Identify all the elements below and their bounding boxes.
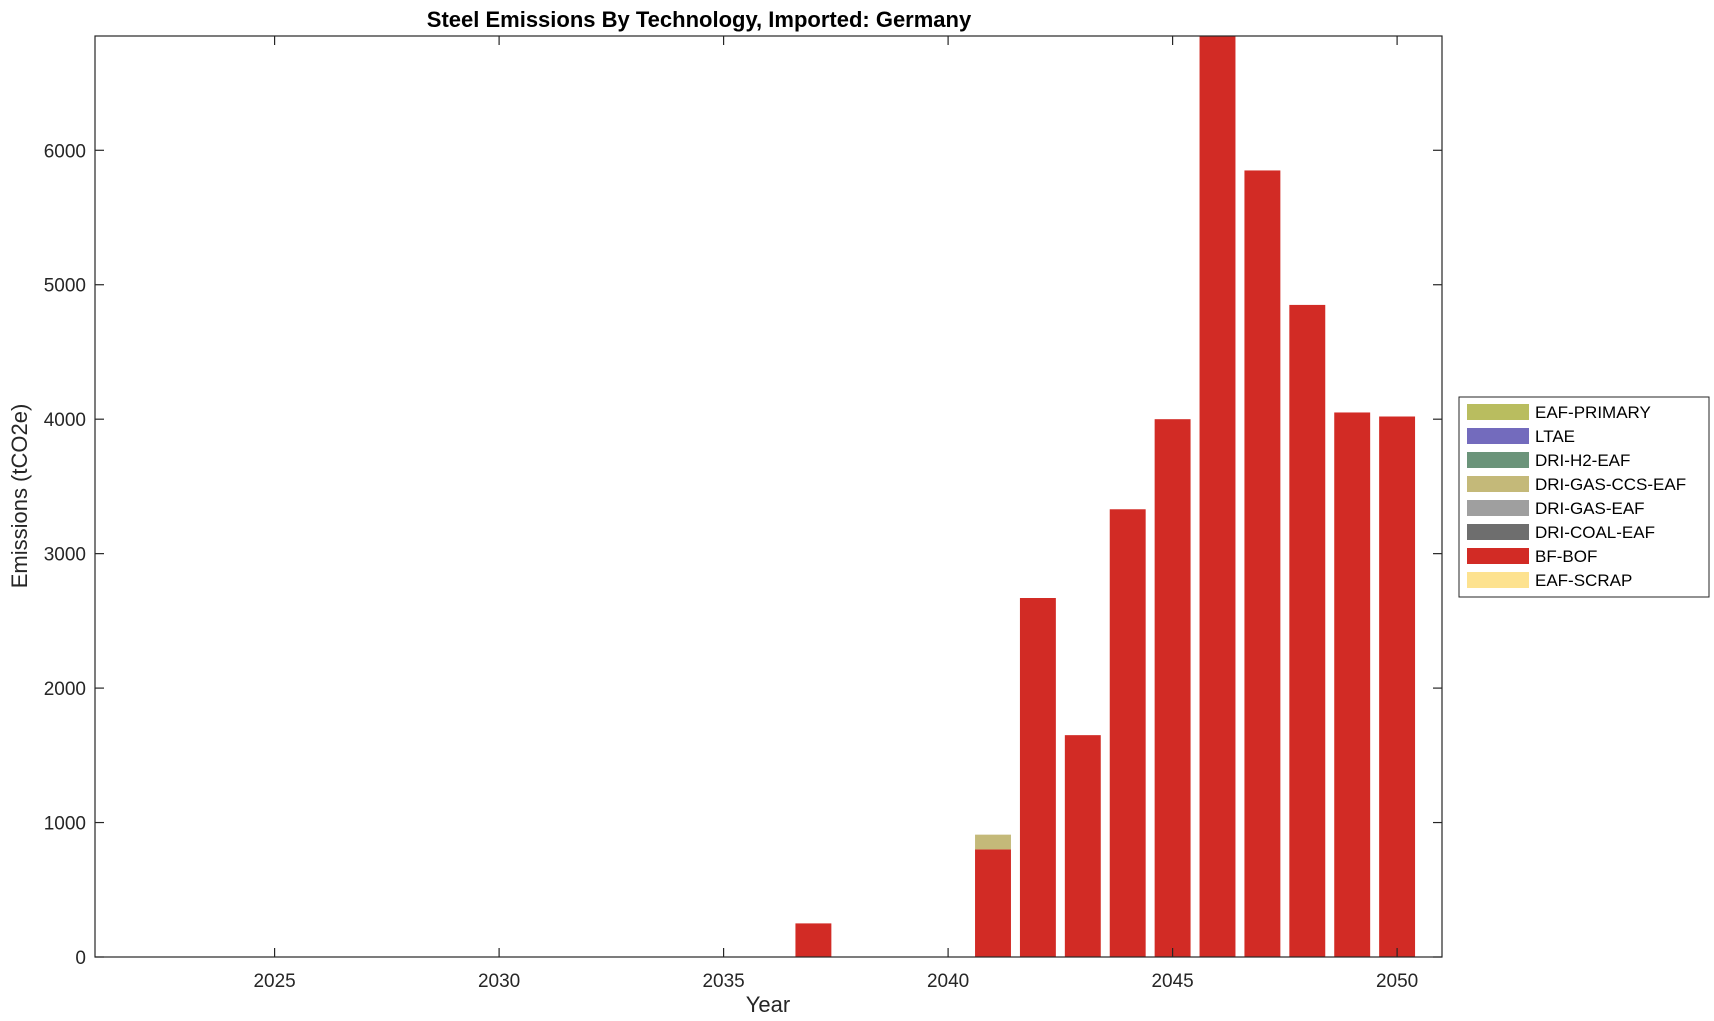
legend-swatch-eaf-primary bbox=[1467, 404, 1529, 420]
x-axis-label: Year bbox=[746, 992, 790, 1017]
bar-bf-bof-2048 bbox=[1289, 305, 1325, 957]
y-tick-label-6000: 6000 bbox=[44, 141, 86, 162]
bar-dri-gas-ccs-eaf-2041 bbox=[975, 835, 1011, 850]
x-tick-label-2030: 2030 bbox=[478, 971, 520, 992]
legend-label-ltae: LTAE bbox=[1535, 427, 1575, 446]
bar-bf-bof-2044 bbox=[1110, 509, 1146, 957]
legend-box bbox=[1459, 397, 1709, 597]
y-axis-label: Emissions (tCO2e) bbox=[7, 404, 32, 589]
bar-bf-bof-2049 bbox=[1334, 412, 1370, 957]
legend: EAF-PRIMARY LTAE DRI-H2-EAF DRI-GAS-CCS-EAF… bbox=[1459, 397, 1709, 597]
bars-group bbox=[795, 36, 1415, 957]
legend-swatch-bf-bof bbox=[1467, 548, 1529, 564]
y-tick-label-3000: 3000 bbox=[44, 545, 86, 566]
y-tick-label-5000: 5000 bbox=[44, 276, 86, 297]
x-tick-label-2040: 2040 bbox=[927, 971, 969, 992]
bar-bf-bof-2047 bbox=[1244, 170, 1280, 957]
plot-frame bbox=[95, 36, 1442, 957]
legend-swatch-dri-coal-eaf bbox=[1467, 524, 1529, 540]
bar-bf-bof-2037 bbox=[795, 923, 831, 957]
x-tick-label-2045: 2045 bbox=[1151, 971, 1193, 992]
legend-swatch-dri-gas-eaf bbox=[1467, 500, 1529, 516]
x-tick-label-2025: 2025 bbox=[253, 971, 295, 992]
bar-bf-bof-2046 bbox=[1200, 36, 1236, 957]
legend-label-dri-gas-ccs-eaf: DRI-GAS-CCS-EAF bbox=[1535, 475, 1686, 494]
legend-swatch-ltae bbox=[1467, 428, 1529, 444]
y-tick-label-4000: 4000 bbox=[44, 410, 86, 431]
bar-bf-bof-2041 bbox=[975, 849, 1011, 957]
bar-bf-bof-2042 bbox=[1020, 598, 1056, 957]
x-tick-label-2050: 2050 bbox=[1376, 971, 1418, 992]
bar-bf-bof-2050 bbox=[1379, 417, 1415, 958]
y-tick-label-0: 0 bbox=[75, 948, 86, 969]
chart-title: Steel Emissions By Technology, Imported:… bbox=[427, 7, 972, 32]
bar-bf-bof-2043 bbox=[1065, 735, 1101, 957]
legend-swatch-dri-gas-ccs-eaf bbox=[1467, 476, 1529, 492]
legend-swatch-eaf-scrap bbox=[1467, 572, 1529, 588]
legend-label-dri-gas-eaf: DRI-GAS-EAF bbox=[1535, 499, 1645, 518]
legend-label-dri-coal-eaf: DRI-COAL-EAF bbox=[1535, 523, 1655, 542]
y-tick-label-2000: 2000 bbox=[44, 679, 86, 700]
legend-label-eaf-scrap: EAF-SCRAP bbox=[1535, 571, 1632, 590]
legend-label-bf-bof: BF-BOF bbox=[1535, 547, 1597, 566]
legend-swatch-dri-h2-eaf bbox=[1467, 452, 1529, 468]
legend-label-dri-h2-eaf: DRI-H2-EAF bbox=[1535, 451, 1630, 470]
x-tick-label-2035: 2035 bbox=[702, 971, 744, 992]
bar-bf-bof-2045 bbox=[1155, 419, 1191, 957]
y-tick-label-1000: 1000 bbox=[44, 814, 86, 835]
legend-label-eaf-primary: EAF-PRIMARY bbox=[1535, 403, 1651, 422]
